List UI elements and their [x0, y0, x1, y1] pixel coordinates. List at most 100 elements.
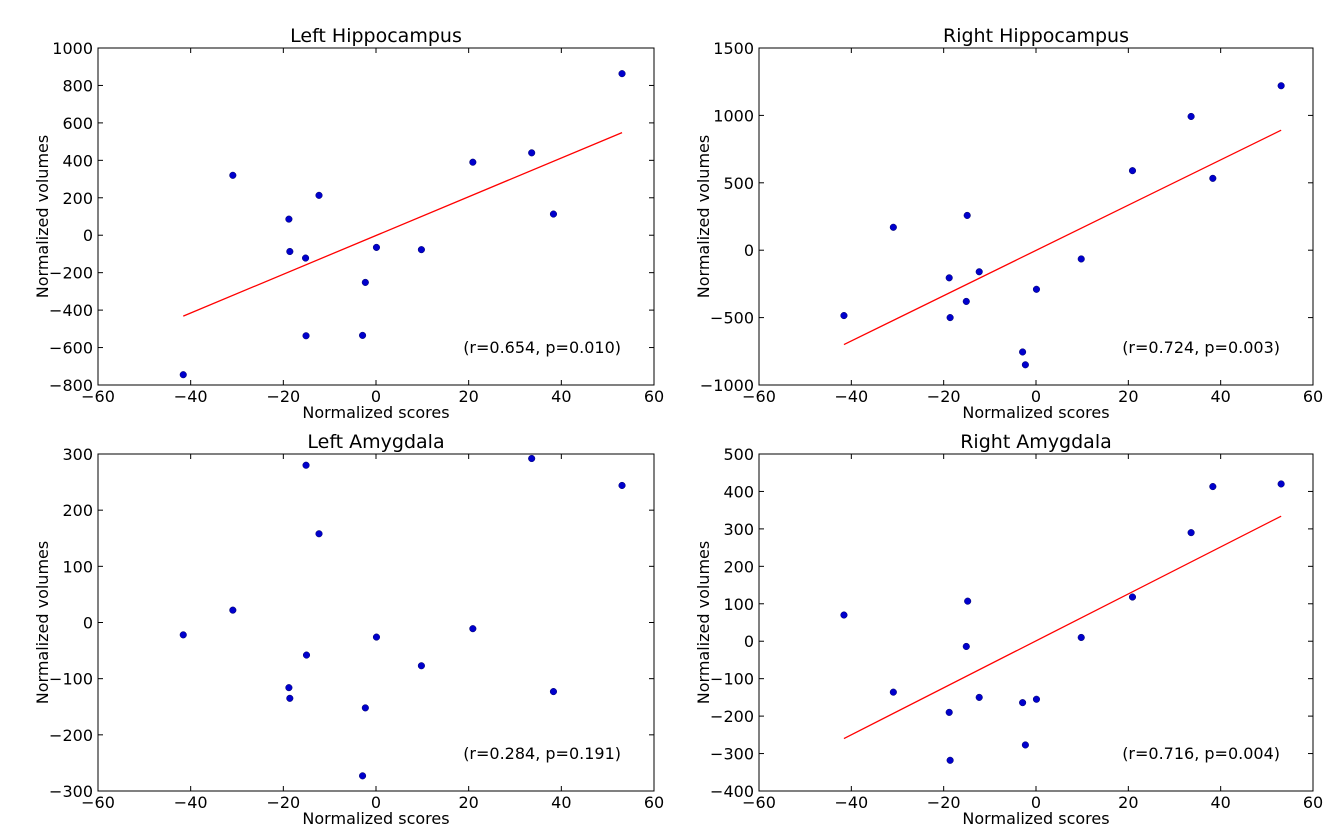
data-point — [1187, 529, 1195, 537]
x-axis-label: Normalized scores — [302, 403, 449, 422]
data-point — [1077, 255, 1085, 263]
data-point — [975, 693, 983, 701]
data-point — [1128, 593, 1137, 601]
data-point — [618, 481, 626, 490]
x-tick-label: 20 — [458, 387, 478, 406]
data-point — [962, 297, 970, 305]
data-point — [1021, 361, 1029, 369]
y-tick-label: 600 — [62, 114, 93, 133]
y-tick-label: 500 — [723, 174, 754, 193]
data-point — [1277, 82, 1285, 90]
data-point — [315, 191, 323, 199]
data-point — [229, 606, 237, 614]
data-point — [359, 331, 367, 339]
x-tick-label: 60 — [644, 387, 664, 406]
x-axis-label: Normalized scores — [962, 809, 1109, 828]
data-point — [889, 688, 897, 696]
correlation-annotation: (r=0.284, p=0.191) — [463, 744, 621, 763]
x-tick-label: 0 — [371, 387, 381, 406]
data-point — [1209, 483, 1217, 491]
x-tick-label: 40 — [1210, 387, 1230, 406]
y-tick-label: 1500 — [713, 39, 754, 58]
x-tick-label: 40 — [551, 793, 571, 812]
data-point — [179, 371, 187, 379]
y-tick-label: −500 — [710, 309, 754, 328]
y-tick-label: −400 — [710, 782, 754, 801]
y-tick-label: −200 — [710, 707, 754, 726]
y-tick-label: −600 — [49, 339, 93, 358]
data-point — [286, 694, 294, 702]
subplot-left-hippocampus: Left Hippocampus−60 −40 −20 0 20 40 60−800−600… — [33, 25, 664, 422]
data-point — [946, 756, 954, 764]
data-point — [549, 210, 558, 218]
y-tick-label: −800 — [49, 376, 93, 395]
data-point — [315, 530, 323, 538]
x-tick-label: −40 — [834, 793, 868, 812]
data-point — [946, 314, 954, 322]
x-tick-label: 60 — [1303, 387, 1323, 406]
data-point — [361, 704, 369, 712]
y-tick-label: 400 — [62, 151, 93, 170]
y-axis-label: Normalized volumes — [694, 541, 713, 704]
regression-line — [183, 132, 623, 317]
x-tick-label: −40 — [174, 387, 208, 406]
x-tick-label: 0 — [371, 793, 381, 812]
data-point — [1128, 167, 1137, 175]
y-tick-label: 100 — [62, 557, 93, 576]
data-point — [840, 312, 848, 320]
y-tick-label: 100 — [723, 595, 754, 614]
y-tick-label: 1000 — [52, 39, 93, 58]
y-tick-label: −400 — [49, 301, 93, 320]
data-point — [359, 772, 367, 780]
y-tick-label: −100 — [710, 670, 754, 689]
data-point — [417, 246, 425, 254]
chart-title: Right Amygdala — [960, 431, 1112, 453]
data-point — [1187, 112, 1195, 121]
data-point — [229, 171, 237, 179]
data-point — [361, 278, 369, 286]
y-tick-label: 0 — [744, 241, 754, 260]
y-tick-label: 800 — [62, 76, 93, 95]
data-point — [975, 268, 983, 276]
x-tick-label: 0 — [1031, 387, 1041, 406]
y-tick-label: −200 — [49, 726, 93, 745]
y-tick-label: 500 — [723, 445, 754, 464]
y-tick-label: −1000 — [700, 376, 754, 395]
y-tick-label: 0 — [744, 632, 754, 651]
y-tick-label: 300 — [62, 445, 93, 464]
data-point — [469, 625, 477, 633]
data-point — [945, 708, 953, 716]
y-tick-label: 200 — [62, 501, 93, 520]
data-point — [1077, 633, 1085, 642]
x-tick-label: −60 — [742, 387, 776, 406]
x-tick-label: 40 — [1210, 793, 1230, 812]
y-tick-label: −300 — [710, 745, 754, 764]
x-axis-label: Normalized scores — [302, 809, 449, 828]
x-tick-label: 20 — [1118, 387, 1138, 406]
y-tick-label: 0 — [83, 614, 93, 633]
data-point — [302, 461, 310, 469]
y-tick-label: 0 — [83, 226, 93, 245]
data-point — [302, 254, 310, 262]
data-point — [1019, 348, 1027, 356]
data-point — [179, 631, 187, 639]
data-point — [962, 642, 970, 651]
x-tick-label: 20 — [1118, 793, 1138, 812]
data-point — [285, 215, 293, 223]
data-point — [840, 611, 848, 619]
y-tick-label: 1000 — [713, 106, 754, 125]
subplot-left-amygdala: Left Amygdala−60 −40 −20 0 20 40 60−300−200−10… — [33, 431, 664, 828]
data-point — [372, 633, 381, 641]
x-tick-label: −40 — [174, 793, 208, 812]
x-tick-label: 0 — [1031, 793, 1041, 812]
data-point — [1019, 699, 1027, 707]
data-point — [285, 684, 293, 692]
data-point — [1021, 741, 1029, 749]
x-tick-label: 60 — [644, 793, 664, 812]
subplot-right-amygdala: Right Amygdala−60 −40 −20 0 20 40 60−400−300−2… — [694, 431, 1323, 828]
data-point — [528, 454, 536, 463]
data-point — [964, 597, 972, 605]
y-tick-label: −100 — [49, 670, 93, 689]
chart-title: Left Amygdala — [307, 431, 444, 453]
